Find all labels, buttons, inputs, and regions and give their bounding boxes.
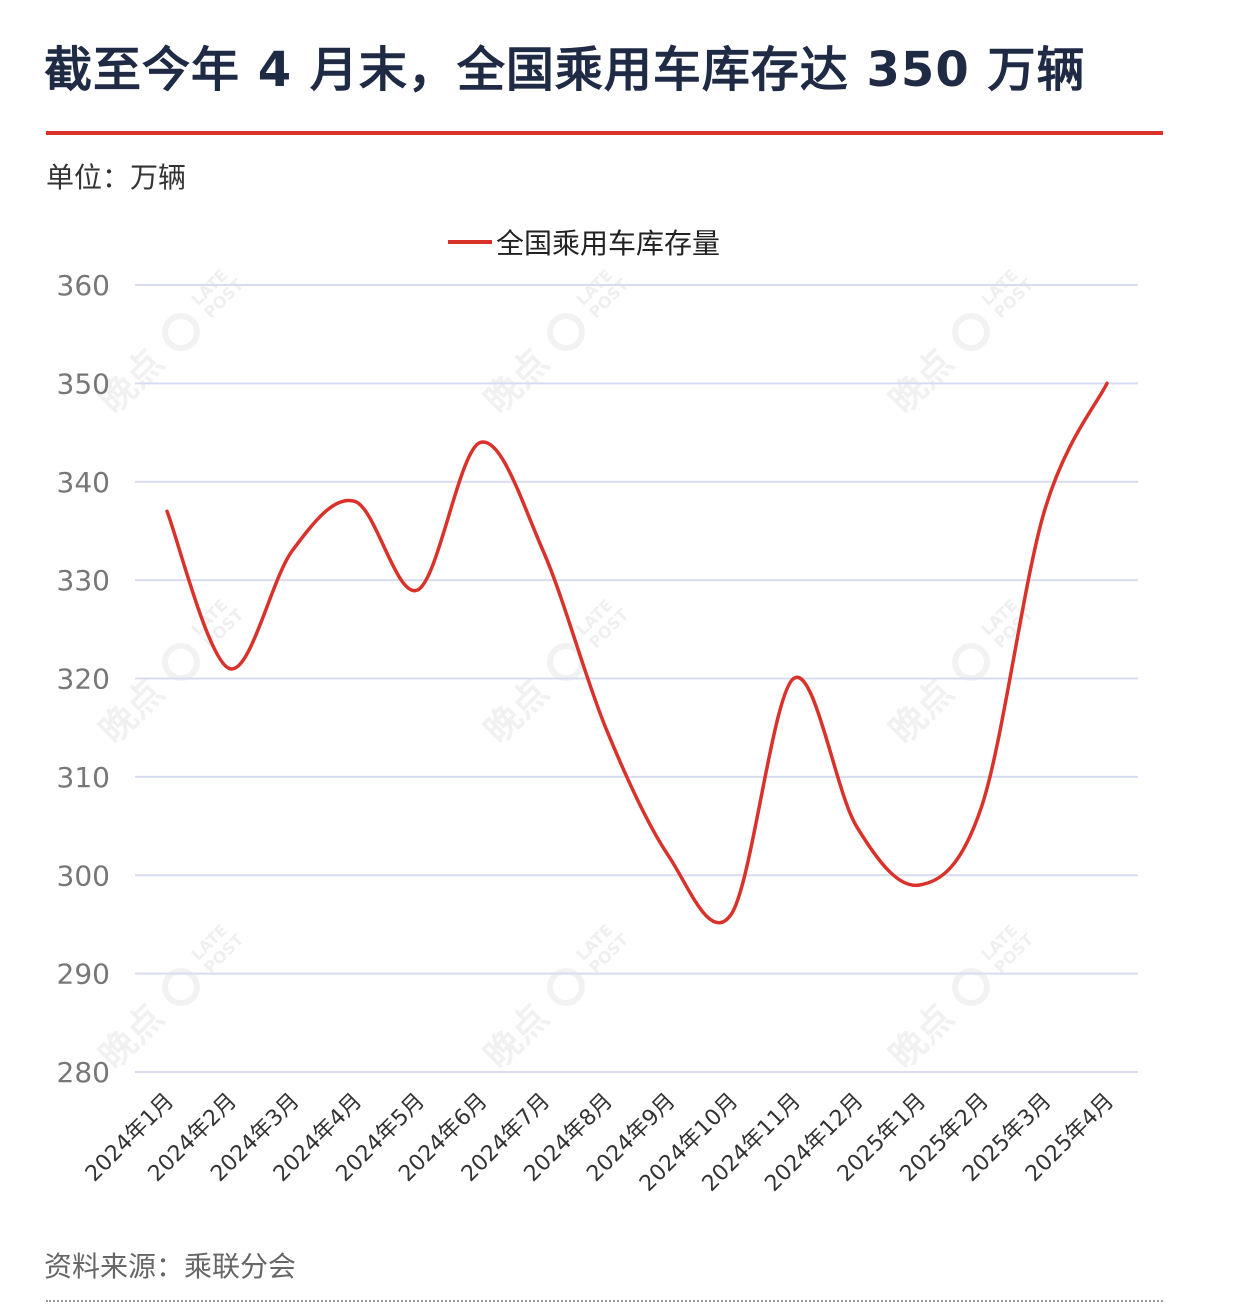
y-tick-label: 360: [57, 269, 110, 302]
unit-label: 单位：万辆: [46, 161, 187, 194]
y-tick-label: 320: [57, 663, 110, 696]
y-tick-label: 350: [57, 367, 110, 400]
title-divider: [46, 131, 1163, 135]
watermark-logo: [952, 313, 991, 352]
watermark-logo: [547, 313, 586, 352]
watermark-logo: [162, 643, 201, 682]
series-line: [165, 381, 1109, 925]
watermark-logo: [952, 968, 991, 1007]
watermark-text: 晚点: [477, 672, 557, 752]
y-axis: 280 290 300 310 320 330 340 350 360: [57, 269, 110, 1089]
watermark-text: 晚点: [477, 997, 557, 1077]
watermark-logo: [547, 968, 586, 1007]
source-note: 资料来源：乘联分会: [44, 1250, 297, 1283]
legend-label: 全国乘用车库存量: [496, 227, 720, 260]
y-tick-label: 310: [57, 761, 110, 794]
watermark-text: 晚点: [882, 672, 962, 752]
watermark-logo: [952, 643, 991, 682]
watermark-logo: [162, 968, 201, 1007]
chart-title: 截至今年 4 月末，全国乘用车库存达 350 万辆: [44, 42, 1086, 98]
watermark-text: 晚点: [882, 342, 962, 422]
watermark-logo: [162, 313, 201, 352]
grid-lines: [135, 284, 1138, 1073]
x-axis: 2024年1月2024年2月2024年3月2024年4月2024年5月2024年…: [81, 1089, 1119, 1197]
bottom-divider: [46, 1300, 1163, 1302]
y-tick-label: 280: [57, 1056, 110, 1089]
y-tick-label: 330: [57, 564, 110, 597]
y-tick-label: 290: [57, 958, 110, 991]
y-tick-label: 340: [57, 466, 110, 499]
watermark-text: 晚点: [882, 997, 962, 1077]
series-layer: [165, 381, 1109, 925]
y-tick-label: 300: [57, 859, 110, 892]
watermark-text: 晚点: [477, 342, 557, 422]
legend: 全国乘用车库存量: [448, 227, 720, 260]
